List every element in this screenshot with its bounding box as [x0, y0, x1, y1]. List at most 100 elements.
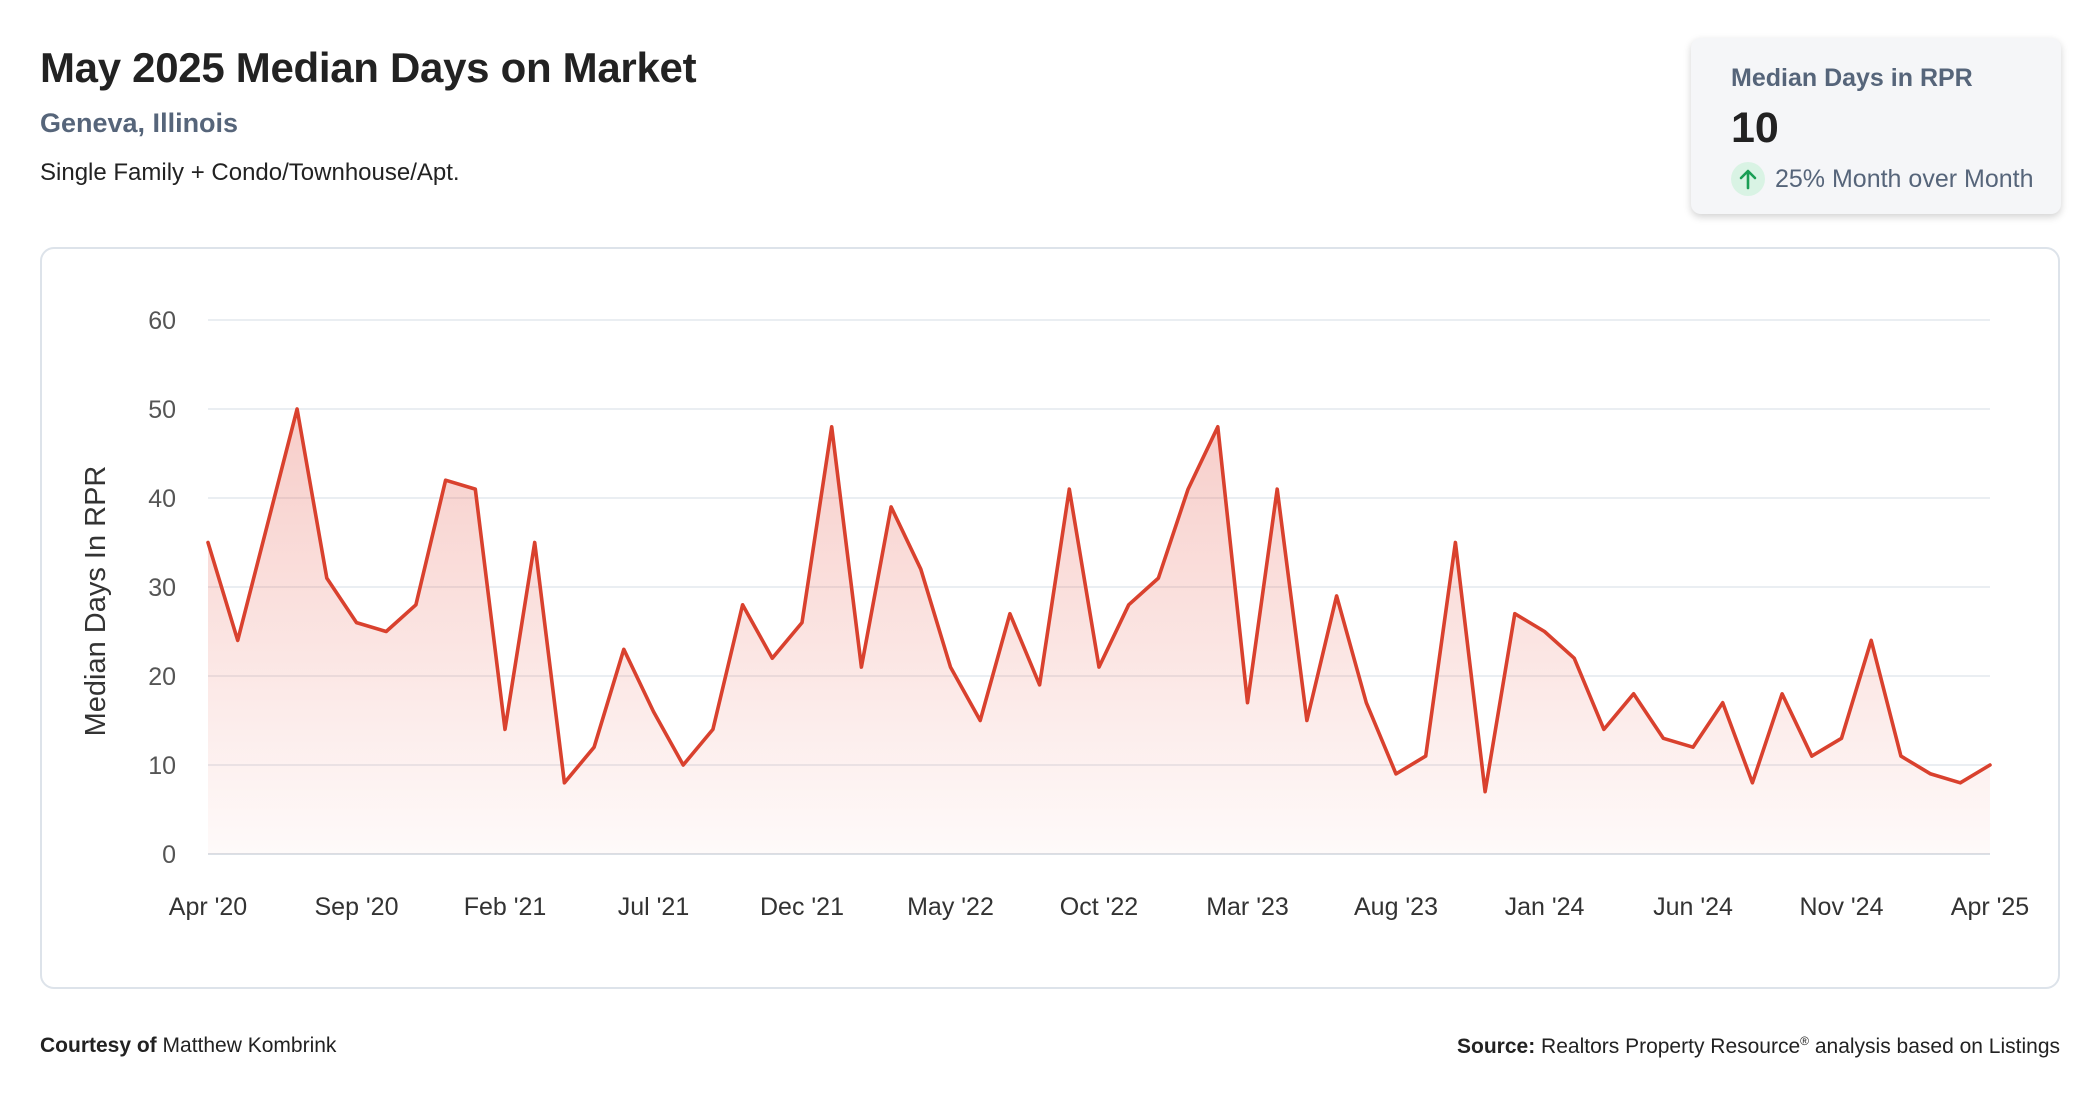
data-point-2021-01 [472, 486, 478, 492]
y-tick-label: 50 [148, 396, 176, 424]
registered-mark: ® [1800, 1034, 1809, 1048]
x-tick-label: Jul '21 [618, 893, 689, 921]
data-point-2022-01 [829, 424, 835, 430]
data-point-2021-11 [769, 655, 775, 661]
data-point-2021-12 [799, 620, 805, 626]
x-tick-label: Nov '24 [1800, 893, 1884, 921]
data-point-2022-06 [977, 718, 983, 724]
x-tick-label: Apr '25 [1951, 893, 2029, 921]
data-point-2023-06 [1334, 593, 1340, 599]
data-point-2024-05 [1660, 735, 1666, 741]
x-tick-label: May '22 [907, 893, 994, 921]
data-point-2020-06 [264, 522, 270, 528]
x-tick-label: Aug '23 [1354, 893, 1438, 921]
data-point-2024-01 [1542, 629, 1548, 635]
data-point-2021-10 [740, 602, 746, 608]
y-tick-label: 20 [148, 663, 176, 691]
x-tick-label: Jun '24 [1653, 893, 1733, 921]
data-point-2021-09 [710, 726, 716, 732]
data-point-2023-01 [1185, 486, 1191, 492]
courtesy-footer: Courtesy of Matthew Kombrink [40, 1034, 336, 1058]
x-tick-label: Dec '21 [760, 893, 844, 921]
data-point-2021-02 [502, 726, 508, 732]
kpi-label: Median Days in RPR [1731, 64, 1973, 92]
data-point-2024-08 [1749, 780, 1755, 786]
y-tick-label: 30 [148, 574, 176, 602]
data-point-2020-09 [354, 620, 360, 626]
y-tick-label: 40 [148, 485, 176, 513]
data-point-2025-04 [1987, 762, 1993, 768]
data-point-2021-07 [651, 709, 657, 715]
x-tick-label: Apr '20 [169, 893, 247, 921]
data-point-2022-03 [888, 504, 894, 510]
data-point-2022-10 [1096, 664, 1102, 670]
kpi-card: Median Days in RPR 10 25% Month over Mon… [1691, 38, 2061, 214]
courtesy-label: Courtesy of [40, 1034, 157, 1057]
source-label: Source: [1457, 1035, 1536, 1058]
x-tick-label: Feb '21 [464, 893, 547, 921]
data-point-2020-11 [413, 602, 419, 608]
data-point-2025-01 [1898, 753, 1904, 759]
data-point-2025-03 [1957, 780, 1963, 786]
data-point-2020-12 [443, 477, 449, 483]
chart-container: 0 10 20 30 40 50 60 Median Days In RPR Apr '20 Se… [40, 247, 2060, 989]
courtesy-name: Matthew Kombrink [162, 1034, 337, 1057]
source-suffix: analysis based on Listings [1814, 1035, 2060, 1058]
x-tick-label: Sep '20 [314, 893, 398, 921]
data-point-2024-10 [1809, 753, 1815, 759]
data-point-2022-08 [1037, 682, 1043, 688]
page-title: May 2025 Median Days on Market [40, 44, 697, 91]
area-fill [208, 409, 1990, 854]
data-point-2023-05 [1304, 718, 1310, 724]
data-point-2024-12 [1868, 637, 1874, 643]
data-point-2024-11 [1839, 735, 1845, 741]
data-point-2022-12 [1155, 575, 1161, 581]
data-point-2021-04 [561, 780, 567, 786]
data-point-2023-04 [1274, 486, 1280, 492]
data-point-2020-05 [235, 637, 241, 643]
source-name: Realtors Property Resource [1541, 1035, 1801, 1058]
data-point-2023-08 [1393, 771, 1399, 777]
kpi-change-text: 25% Month over Month [1775, 164, 2034, 193]
y-tick-label: 10 [148, 752, 176, 780]
y-axis-title: Median Days In RPR [80, 466, 112, 737]
data-point-2020-08 [324, 575, 330, 581]
property-type-filter: Single Family + Condo/Townhouse/Apt. [40, 159, 460, 186]
source-footer: Source: Realtors Property Resource® anal… [1457, 1034, 2060, 1059]
data-point-2020-04 [205, 540, 211, 546]
arrow-up-icon [1731, 162, 1765, 196]
data-point-2022-09 [1066, 486, 1072, 492]
median-days-chart: 0 10 20 30 40 50 60 Median Days In RPR Apr '20 Se… [80, 307, 2029, 921]
data-point-2024-07 [1720, 700, 1726, 706]
data-point-2023-02 [1215, 424, 1221, 430]
data-point-2022-04 [918, 566, 924, 572]
data-point-2023-09 [1423, 753, 1429, 759]
y-tick-label: 60 [148, 307, 176, 335]
x-tick-label: Jan '24 [1505, 893, 1585, 921]
data-point-2022-11 [1126, 602, 1132, 608]
data-point-2024-04 [1631, 691, 1637, 697]
y-tick-label: 0 [162, 841, 176, 869]
kpi-value: 10 [1731, 104, 1779, 152]
data-point-2020-10 [383, 629, 389, 635]
location-subtitle: Geneva, Illinois [40, 108, 239, 138]
data-point-2023-10 [1452, 540, 1458, 546]
x-tick-label: Mar '23 [1206, 893, 1289, 921]
x-tick-label: Oct '22 [1060, 893, 1138, 921]
data-point-2023-03 [1245, 700, 1251, 706]
data-point-2023-12 [1512, 611, 1518, 617]
data-point-2025-02 [1928, 771, 1934, 777]
kpi-change: 25% Month over Month [1731, 162, 2033, 196]
data-point-2020-07 [294, 406, 300, 412]
data-point-2023-07 [1363, 700, 1369, 706]
data-point-2024-09 [1779, 691, 1785, 697]
series-line [206, 407, 1992, 794]
data-point-2024-03 [1601, 726, 1607, 732]
data-point-2021-08 [680, 762, 686, 768]
data-point-2024-06 [1690, 744, 1696, 750]
data-point-2024-02 [1571, 655, 1577, 661]
data-point-2021-03 [532, 540, 538, 546]
data-point-2022-07 [1007, 611, 1013, 617]
data-point-2022-05 [948, 664, 954, 670]
data-point-2021-05 [591, 744, 597, 750]
